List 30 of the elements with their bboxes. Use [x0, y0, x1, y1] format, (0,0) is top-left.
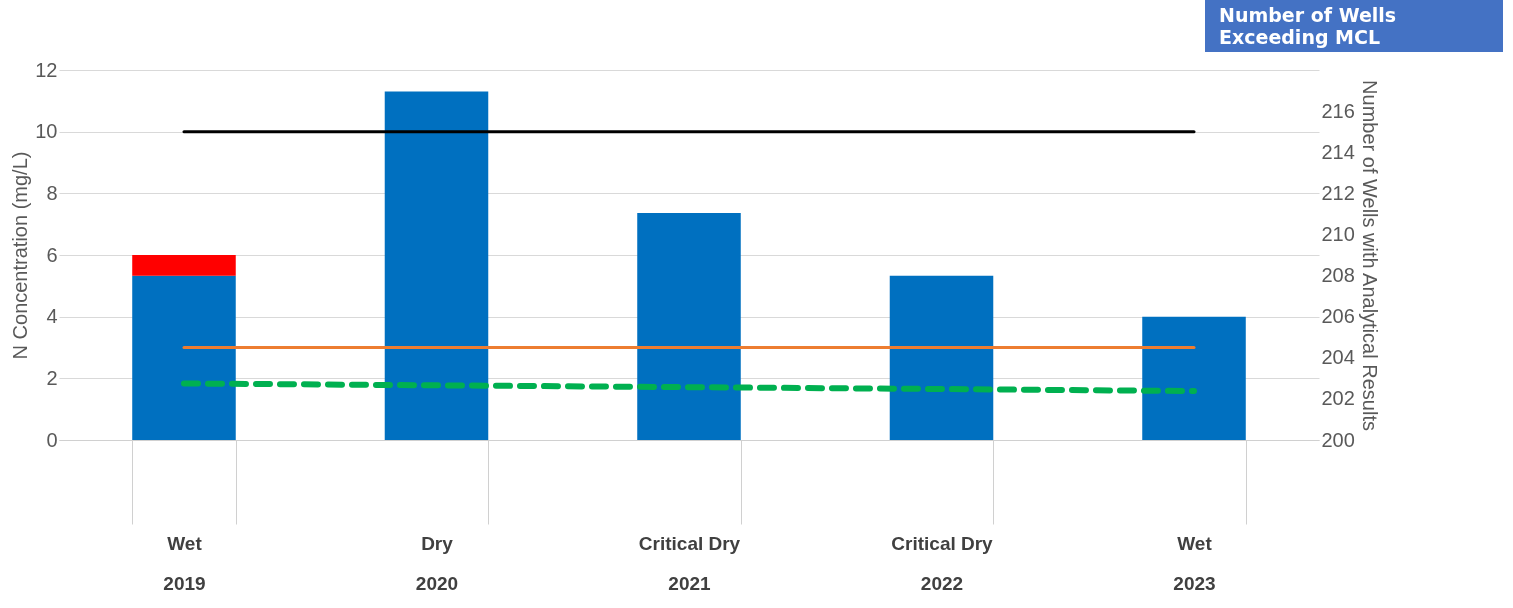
bar — [132, 275, 236, 440]
y2-tick-label: 200 — [1321, 428, 1355, 451]
bar — [889, 275, 994, 440]
x-tick-label: Critical Dry 2021 — [638, 532, 741, 594]
x-tick-label: Wet 2019 — [163, 532, 206, 594]
bar — [637, 213, 741, 440]
y2-tick-label: 210 — [1321, 222, 1355, 245]
y2-tick-label: 212 — [1321, 181, 1355, 204]
y2-tick-label: 206 — [1321, 305, 1355, 328]
bar — [1142, 316, 1246, 440]
bar — [384, 91, 489, 440]
y2-tick-label: 204 — [1321, 346, 1355, 369]
legend-text-box: Number of Wells Exceeding MCL — [1205, 0, 1503, 52]
y-tick-label: 6 — [46, 243, 58, 266]
y-tick-label: 12 — [35, 58, 58, 81]
y-axis-title: N Concentration (mg/L) — [9, 151, 32, 360]
y-tick-label: 10 — [35, 120, 58, 143]
y2-tick-label: 216 — [1321, 99, 1355, 122]
y2-tick-label: 202 — [1321, 387, 1355, 410]
y-tick-label: 8 — [46, 181, 58, 204]
y2-tick-label: 214 — [1321, 140, 1355, 163]
y-tick-label: 4 — [46, 305, 58, 328]
x-tick-label: Wet 2023 — [1173, 532, 1216, 594]
x-tick-label: Critical Dry 2022 — [891, 532, 994, 594]
y2-tick-label: 208 — [1321, 264, 1355, 287]
y2-axis-title: Number of Wells with Analytical Results — [1358, 80, 1381, 431]
bar — [132, 255, 236, 276]
x-tick-label: Dry 2020 — [415, 532, 459, 594]
y-tick-label: 0 — [46, 428, 58, 451]
y-tick-label: 2 — [46, 366, 58, 389]
